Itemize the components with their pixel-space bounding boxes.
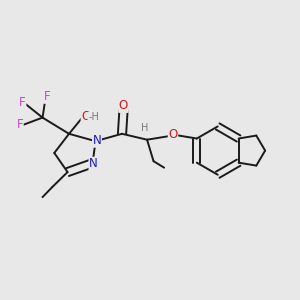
Text: O: O: [119, 99, 128, 112]
Text: H: H: [141, 123, 148, 133]
Text: N: N: [93, 134, 101, 147]
Text: O: O: [168, 128, 178, 142]
Text: F: F: [19, 95, 26, 109]
Text: -H: -H: [88, 112, 99, 122]
Text: F: F: [44, 90, 50, 103]
Text: O: O: [81, 110, 90, 123]
Text: N: N: [89, 157, 98, 170]
Text: F: F: [16, 118, 23, 131]
